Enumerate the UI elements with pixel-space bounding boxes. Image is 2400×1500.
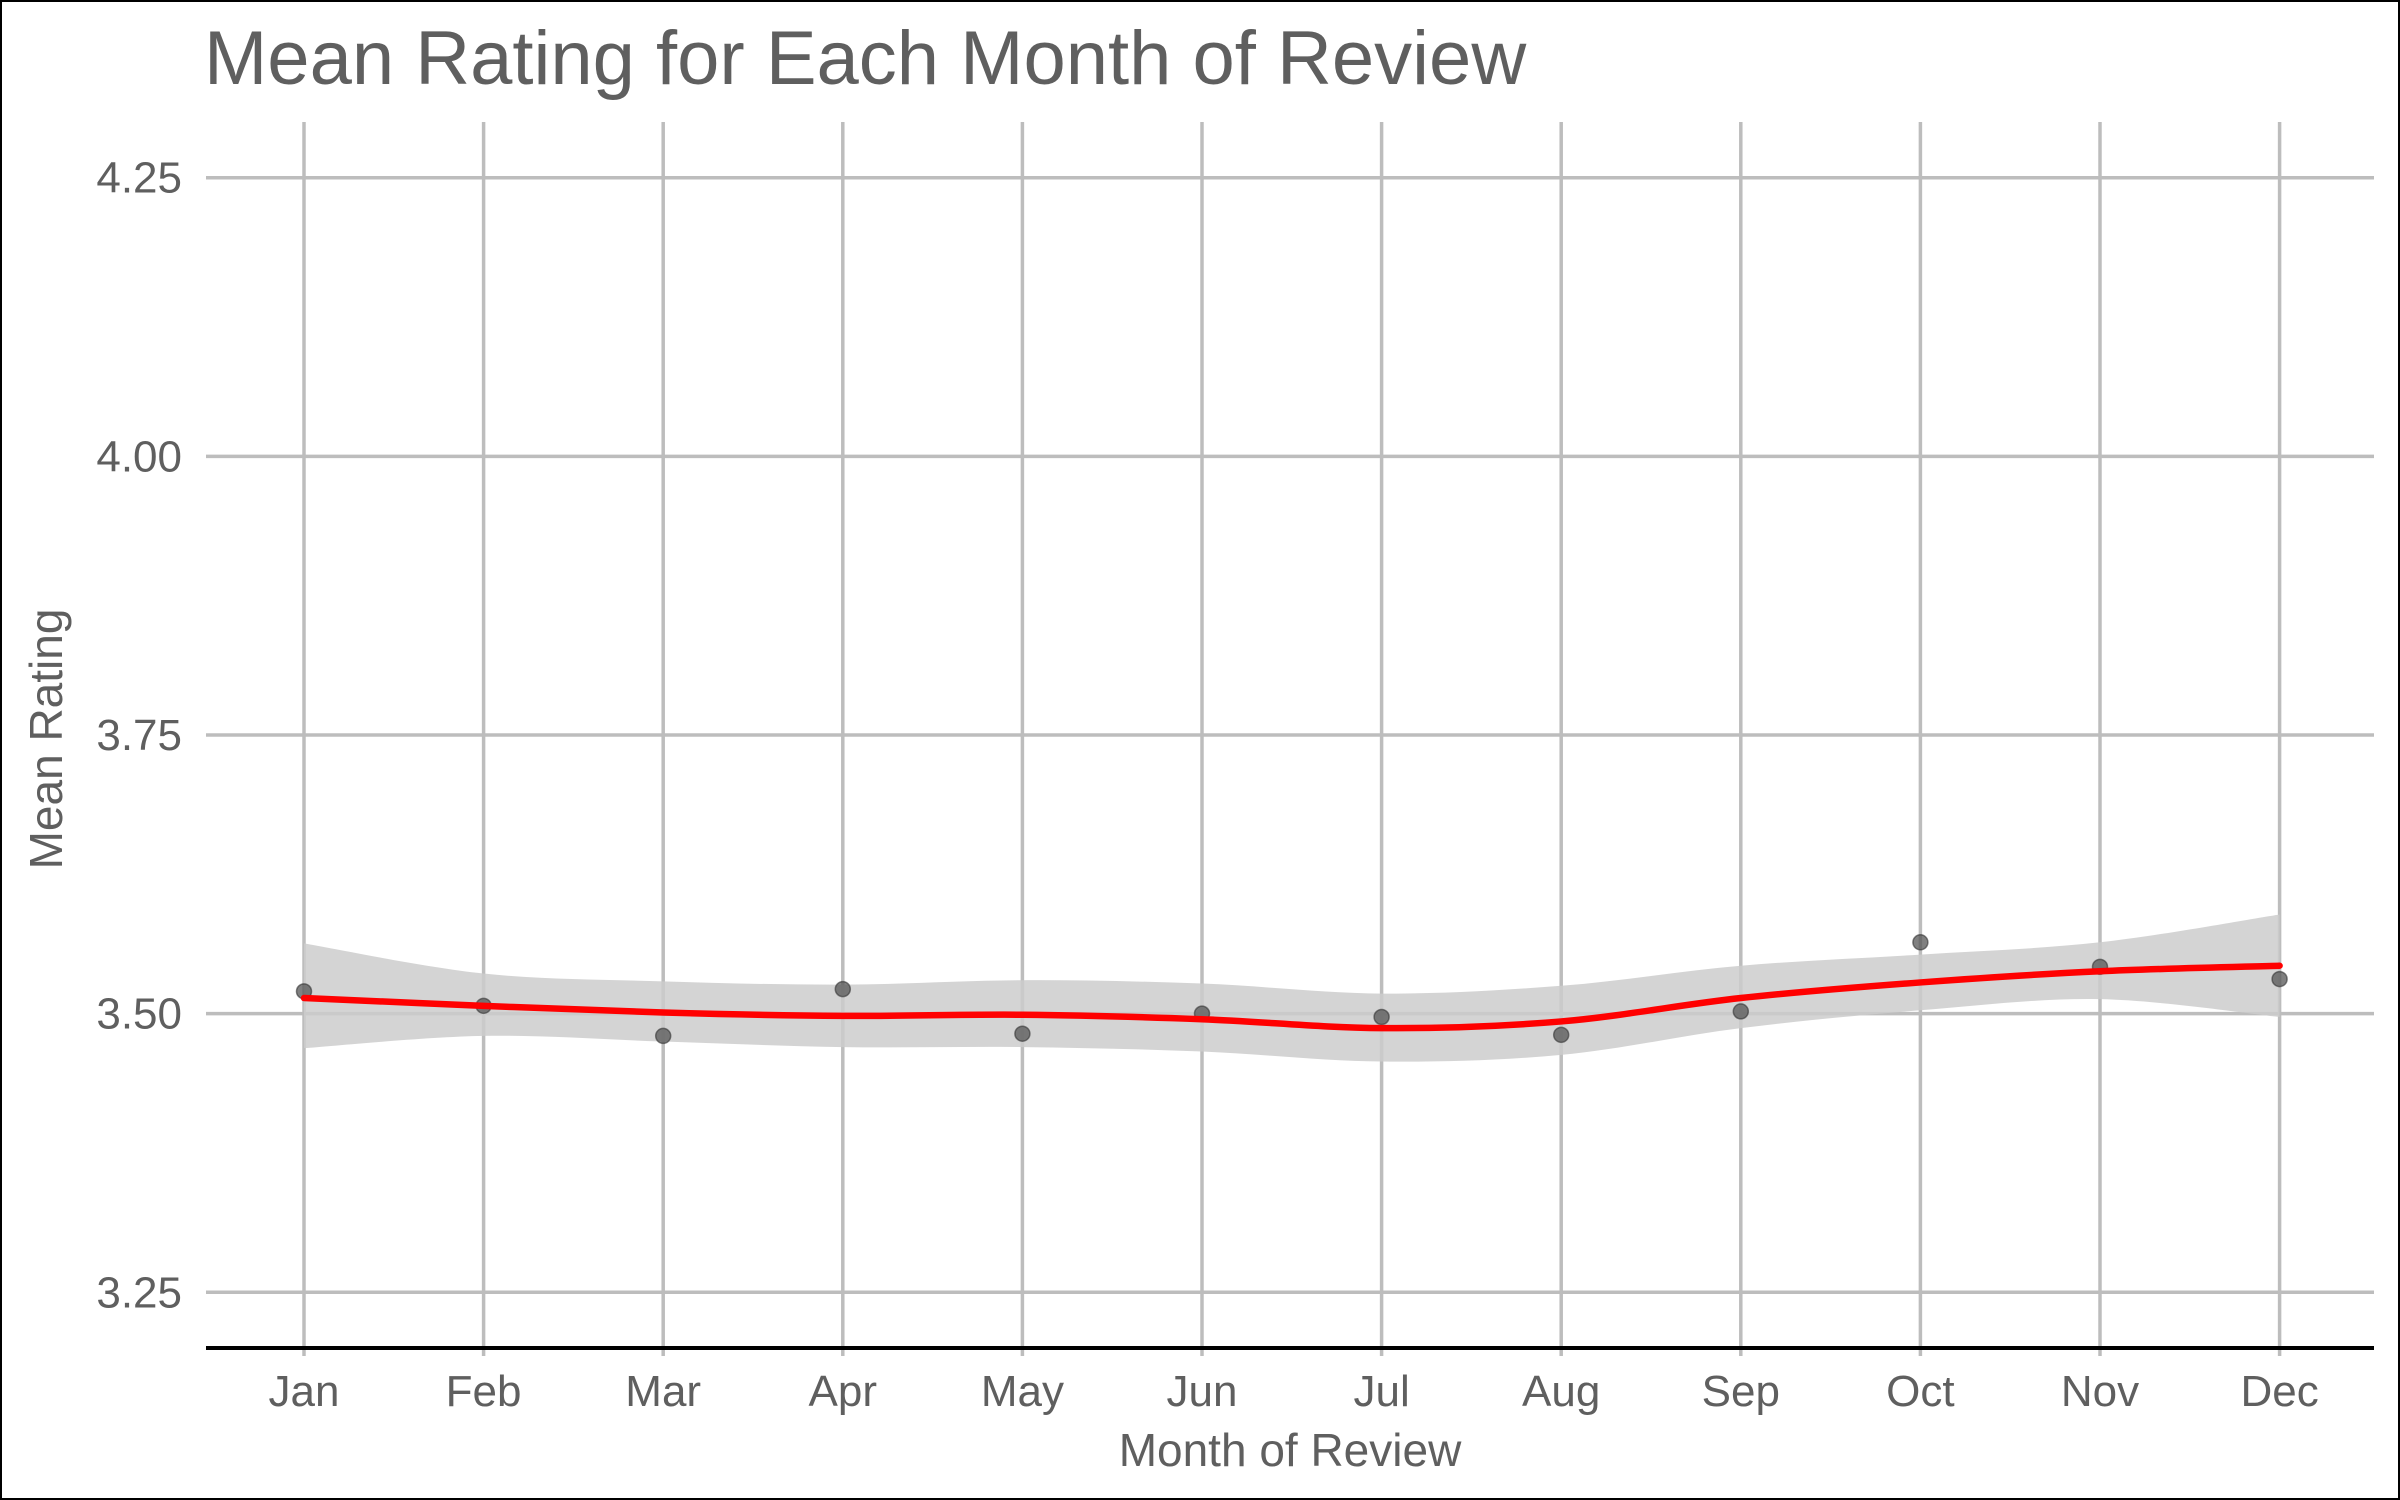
x-tick-label: Jan — [269, 1367, 340, 1416]
data-point — [1732, 1003, 1750, 1020]
data-point — [834, 980, 852, 998]
y-tick-label: 4.25 — [96, 154, 182, 203]
x-tick-label: Jun — [1167, 1367, 1238, 1416]
x-axis-title: Month of Review — [1119, 1424, 1462, 1476]
x-tick-label: Aug — [1522, 1367, 1600, 1416]
x-tick-label: Mar — [625, 1367, 701, 1416]
x-tick-label: Nov — [2061, 1367, 2139, 1416]
data-point — [1014, 1025, 1031, 1042]
x-tick-label: May — [981, 1367, 1064, 1416]
y-tick-label: 3.75 — [96, 711, 182, 760]
data-point — [654, 1027, 672, 1045]
chart-title: Mean Rating for Each Month of Review — [204, 16, 1527, 101]
data-point — [1912, 934, 1929, 951]
x-tick-label: Dec — [2240, 1367, 2318, 1416]
confidence-band — [304, 914, 2280, 1062]
grid-lines — [206, 122, 2374, 1356]
x-tick-labels: Jan Feb Mar Apr May Jun Jul Aug Sep Oct Nov Dec — [269, 1367, 2319, 1416]
x-tick-label: Feb — [446, 1367, 522, 1416]
x-tick-label: Sep — [1702, 1367, 1780, 1416]
x-tick-label: Apr — [809, 1367, 877, 1416]
y-tick-label: 3.25 — [96, 1268, 182, 1317]
data-point — [2271, 970, 2288, 988]
data-points — [295, 934, 2288, 1045]
y-tick-label: 3.50 — [96, 990, 182, 1039]
data-point — [1552, 1026, 1570, 1044]
data-point — [1373, 1008, 1390, 1026]
smooth-trend-line — [300, 962, 2283, 1032]
y-axis-title: Mean Rating — [20, 609, 72, 870]
y-tick-labels: 3.25 3.50 3.75 4.00 4.25 — [96, 154, 182, 1318]
x-tick-label: Oct — [1886, 1367, 1954, 1416]
y-tick-label: 4.00 — [96, 432, 182, 481]
x-tick-label: Jul — [1353, 1367, 1409, 1416]
